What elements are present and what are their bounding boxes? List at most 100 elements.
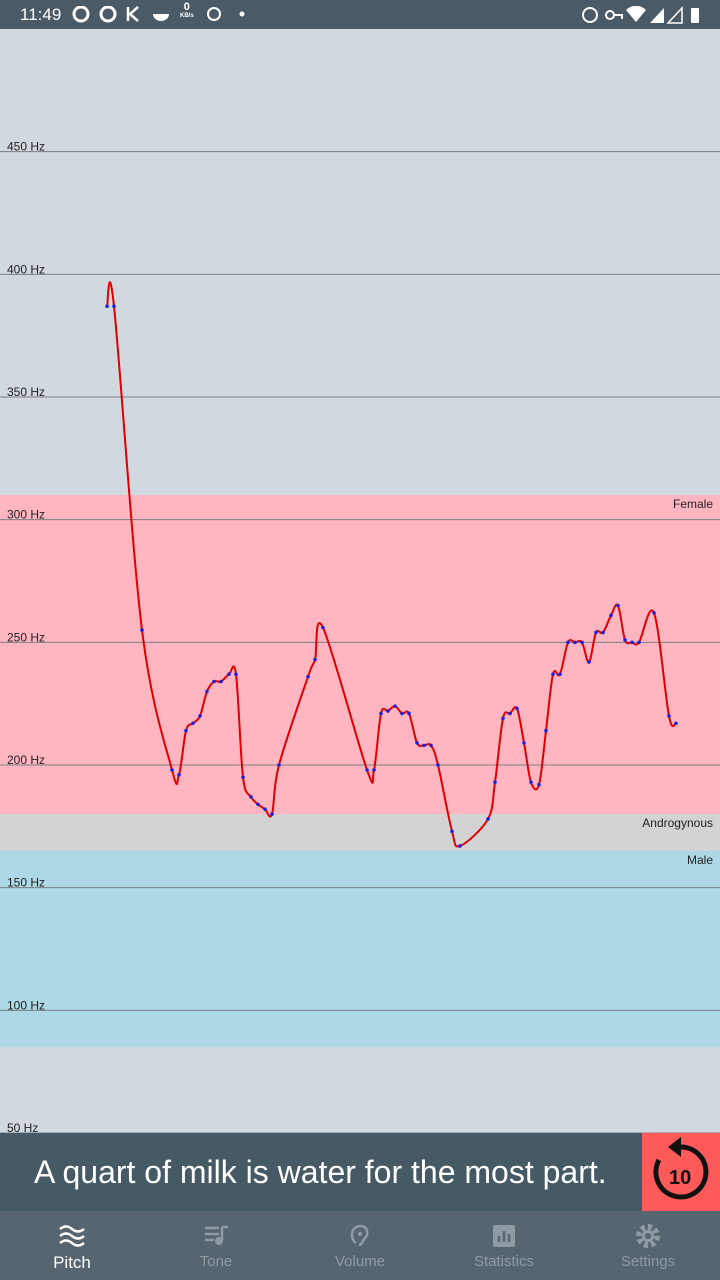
pitch-point: [205, 689, 209, 694]
nav-tab[interactable]: Settings: [576, 1211, 720, 1280]
status-bar: 11:49 0 KB/s: [0, 0, 720, 29]
pitch-point: [400, 711, 404, 716]
pitch-point: [234, 672, 238, 677]
y-tick-label: 250 Hz: [7, 630, 45, 644]
pitch-point: [407, 711, 411, 716]
pitch-point: [263, 807, 267, 811]
y-tick-label: 300 Hz: [7, 508, 45, 522]
pitch-point: [219, 679, 223, 684]
pitch-point: [313, 657, 317, 662]
pitch-point: [436, 763, 440, 767]
pitch-point: [580, 640, 584, 645]
pitch-point: [227, 672, 231, 677]
pitch-point: [249, 795, 253, 799]
nav-tab[interactable]: Volume: [288, 1211, 432, 1280]
pitch-point: [515, 706, 519, 711]
pitch-point: [365, 768, 369, 772]
pitch-point: [372, 768, 376, 772]
nav-icon: [59, 1225, 85, 1247]
pitch-point: [594, 630, 598, 635]
pitch-point: [522, 741, 526, 745]
pitch-point: [306, 674, 310, 679]
nav-label: Pitch: [53, 1253, 91, 1272]
band-label: Female: [673, 497, 713, 511]
pitch-point: [616, 603, 620, 608]
net-unit: KB/s: [180, 13, 194, 19]
band-label: Male: [687, 853, 713, 867]
pitch-point: [529, 780, 533, 784]
pitch-point: [429, 743, 433, 748]
replay-seconds: 10: [669, 1167, 692, 1189]
nav-label: Volume: [334, 1253, 386, 1270]
y-tick-label: 400 Hz: [7, 262, 45, 276]
pitch-point: [508, 711, 512, 716]
replay-icon: [653, 1137, 709, 1200]
pitch-point: [256, 802, 260, 807]
pitch-point: [587, 660, 591, 664]
pitch-point: [551, 672, 555, 677]
pitch-point: [177, 773, 181, 777]
pitch-point: [493, 780, 497, 784]
voice-band: [0, 814, 720, 851]
pitch-point: [623, 638, 627, 642]
pitch-point: [241, 775, 245, 780]
pitch-point: [458, 844, 462, 848]
pitch-point: [112, 304, 116, 309]
nav-label: Tone: [199, 1253, 233, 1270]
pitch-point: [674, 721, 678, 726]
nav-tab[interactable]: Statistics: [432, 1211, 576, 1280]
pitch-point: [415, 741, 419, 745]
net-value: 0: [183, 1, 190, 13]
y-tick-label: 350 Hz: [7, 385, 45, 399]
net-speed: 0 KB/s: [180, 1, 194, 20]
nav-tab[interactable]: Pitch: [0, 1211, 144, 1280]
pitch-point: [184, 728, 188, 733]
pitch-point: [450, 829, 454, 834]
pitch-point: [652, 611, 656, 615]
pitch-point: [537, 782, 541, 787]
pitch-point: [601, 630, 605, 635]
nav-label: Settings: [620, 1253, 676, 1270]
pitch-point: [566, 640, 570, 645]
pitch-point: [198, 714, 202, 718]
pitch-point: [667, 714, 671, 718]
pitch-point: [379, 711, 383, 716]
pitch-chart: Female Androgynous Male 50 Hz 100 Hz 150 Hz 20…: [0, 140, 720, 1133]
pitch-point: [630, 640, 634, 645]
pitch-point: [277, 763, 281, 767]
pitch-point: [637, 640, 641, 645]
voice-band: [0, 495, 720, 815]
pitch-point: [501, 716, 505, 721]
band-label: Androgynous: [642, 816, 713, 830]
bottom-nav: Pitch Tone Volume Statistics Settings: [0, 1211, 720, 1280]
nav-tab[interactable]: Tone: [144, 1211, 288, 1280]
pitch-point: [422, 743, 426, 748]
status-icons: [72, 6, 245, 23]
y-tick-label: 450 Hz: [7, 140, 45, 154]
system-icons: [582, 6, 699, 24]
pitch-point: [321, 625, 325, 630]
pitch-point: [558, 672, 562, 677]
pitch-point: [191, 721, 195, 726]
pitch-point: [105, 304, 109, 309]
pitch-point: [573, 640, 577, 645]
y-tick-label: 50 Hz: [7, 1121, 38, 1133]
pitch-point: [486, 817, 490, 821]
pitch-point: [393, 704, 397, 708]
y-tick-label: 150 Hz: [7, 876, 45, 890]
voice-band: [0, 850, 720, 1048]
nav-icon: [636, 1224, 660, 1248]
nav-label: Statistics: [473, 1253, 534, 1270]
clock: 11:49: [20, 5, 62, 24]
pitch-point: [609, 613, 613, 618]
nav-icon: [205, 1225, 228, 1245]
nav-icon: [493, 1225, 515, 1247]
pitch-point: [386, 709, 390, 713]
pitch-point: [270, 812, 274, 816]
pitch-point: [212, 679, 216, 684]
replay-button[interactable]: 10: [642, 1133, 720, 1211]
nav-icon: [350, 1224, 369, 1247]
pitch-point: [544, 728, 548, 733]
sentence-caption: A quart of milk is water for the most pa…: [0, 1133, 642, 1211]
